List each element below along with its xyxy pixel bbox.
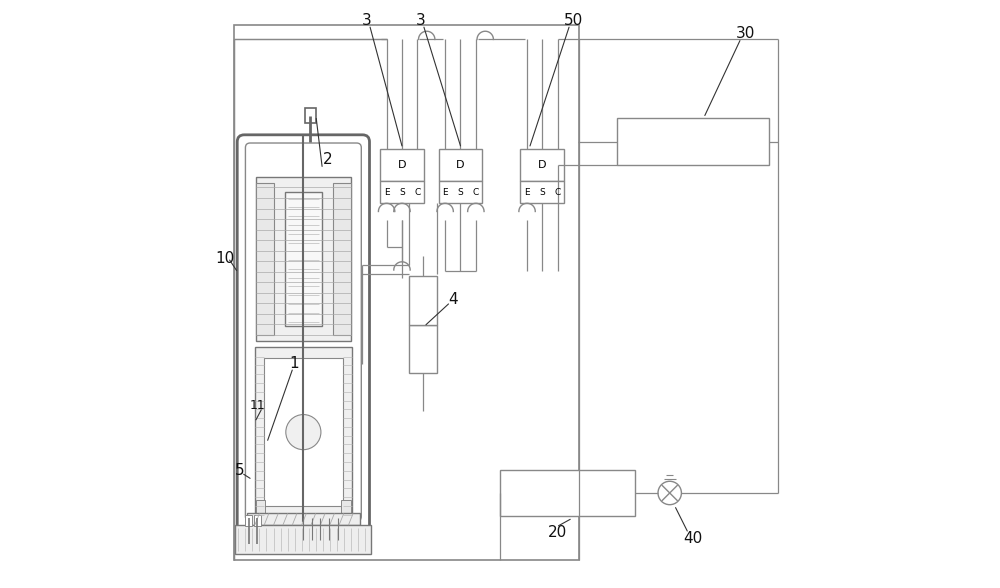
FancyBboxPatch shape [256, 183, 274, 335]
FancyBboxPatch shape [380, 181, 424, 203]
FancyBboxPatch shape [409, 325, 437, 373]
Text: C: C [414, 188, 420, 196]
Text: 3: 3 [416, 12, 426, 28]
Text: 2: 2 [323, 152, 332, 167]
FancyBboxPatch shape [305, 108, 316, 123]
FancyBboxPatch shape [500, 470, 635, 516]
FancyBboxPatch shape [255, 347, 352, 517]
FancyBboxPatch shape [439, 181, 482, 203]
Text: C: C [473, 188, 479, 196]
FancyBboxPatch shape [409, 276, 437, 325]
FancyBboxPatch shape [254, 514, 261, 526]
Circle shape [286, 415, 321, 450]
FancyBboxPatch shape [245, 143, 361, 521]
Text: E: E [384, 188, 389, 196]
FancyBboxPatch shape [256, 500, 265, 513]
Text: 11: 11 [250, 399, 266, 412]
FancyBboxPatch shape [439, 149, 482, 181]
FancyBboxPatch shape [235, 525, 371, 554]
FancyBboxPatch shape [237, 135, 369, 535]
Text: 1: 1 [289, 356, 299, 370]
Text: 5: 5 [235, 463, 244, 478]
FancyBboxPatch shape [380, 149, 424, 181]
Text: 10: 10 [215, 252, 235, 266]
Text: 30: 30 [736, 26, 755, 41]
Text: D: D [456, 160, 465, 170]
Text: 50: 50 [564, 12, 583, 28]
FancyBboxPatch shape [247, 513, 360, 525]
FancyBboxPatch shape [264, 358, 343, 506]
Text: S: S [540, 188, 545, 196]
Text: 20: 20 [548, 525, 567, 540]
Circle shape [658, 481, 681, 505]
Text: S: S [399, 188, 405, 196]
Text: S: S [458, 188, 463, 196]
FancyBboxPatch shape [245, 514, 252, 526]
FancyBboxPatch shape [256, 177, 351, 341]
Text: D: D [398, 160, 406, 170]
Text: 40: 40 [683, 531, 703, 546]
Text: E: E [524, 188, 530, 196]
Text: 3: 3 [362, 12, 371, 28]
FancyBboxPatch shape [285, 192, 322, 326]
Text: D: D [538, 160, 547, 170]
Text: C: C [555, 188, 561, 196]
FancyBboxPatch shape [341, 500, 351, 513]
FancyBboxPatch shape [520, 181, 564, 203]
FancyBboxPatch shape [520, 149, 564, 181]
FancyBboxPatch shape [234, 25, 579, 560]
Text: E: E [442, 188, 448, 196]
Text: 4: 4 [448, 292, 458, 308]
FancyBboxPatch shape [333, 183, 351, 335]
FancyBboxPatch shape [617, 118, 769, 165]
